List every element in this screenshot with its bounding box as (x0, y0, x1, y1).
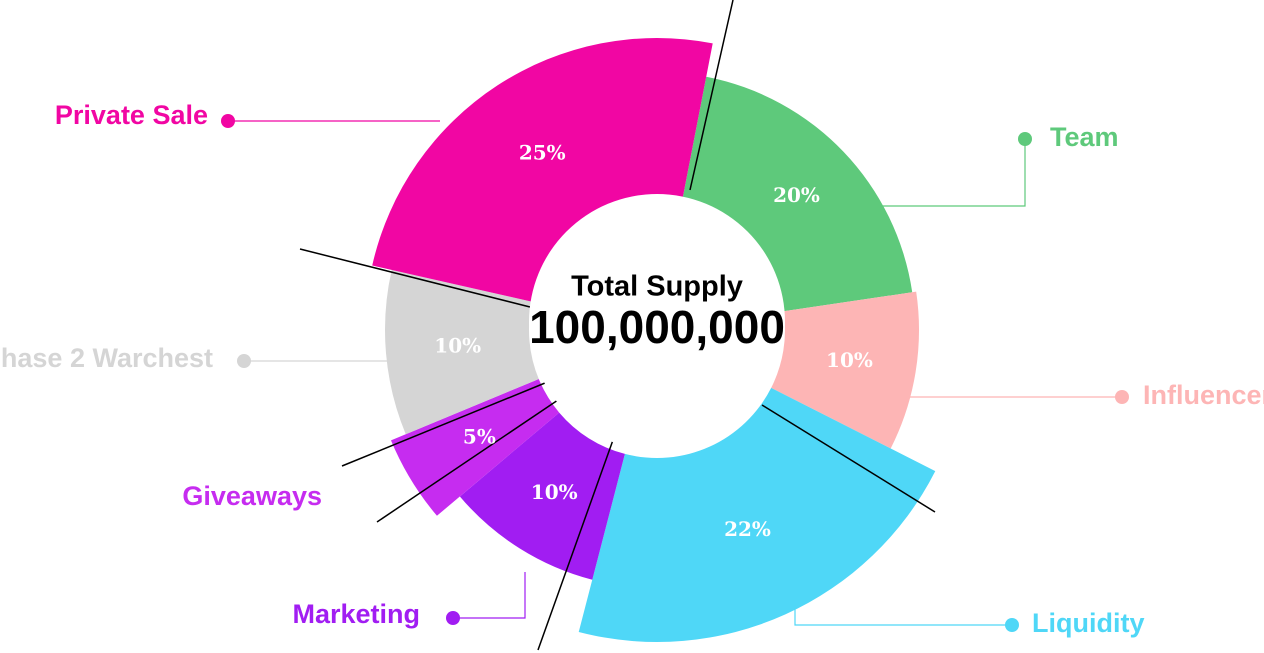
legend-dot (1018, 132, 1032, 146)
value-label: 5% (463, 425, 496, 449)
chart-title: Total Supply (571, 271, 743, 303)
value-label: 25% (519, 141, 566, 165)
value-label: 20% (773, 183, 820, 207)
leader-line (880, 139, 1026, 207)
donut-hole (529, 194, 785, 450)
legend-dot (1005, 618, 1019, 632)
donut-segment (771, 291, 919, 449)
category-label: Liquidity (1032, 608, 1144, 638)
legend-dot (1115, 390, 1129, 404)
leader-line (453, 572, 526, 619)
donut-segment (578, 387, 936, 642)
decor-lines (299, 0, 936, 651)
value-label: 10% (434, 334, 481, 358)
donut-segment (681, 76, 913, 312)
donut-segment (372, 38, 713, 302)
leader-line (794, 605, 1012, 626)
chart-subtitle: 100,000,000 (529, 301, 785, 353)
donut-segment (459, 412, 625, 580)
legend-dot (237, 354, 251, 368)
value-label: 22% (724, 517, 771, 541)
category-label: Marketing (292, 599, 420, 629)
category-label: Team (1050, 122, 1119, 152)
category-label: Phase 2 Warchest (0, 343, 213, 373)
category-label: Private Sale (55, 100, 208, 130)
donut-segment (390, 379, 560, 516)
legend-dot (446, 611, 460, 625)
category-label: Giveaways (182, 481, 322, 511)
value-label: 10% (826, 348, 873, 372)
legend-dot (221, 114, 235, 128)
value-label: 10% (531, 480, 578, 504)
category-label: Influencer (1143, 380, 1264, 410)
donut-segment (385, 269, 539, 435)
